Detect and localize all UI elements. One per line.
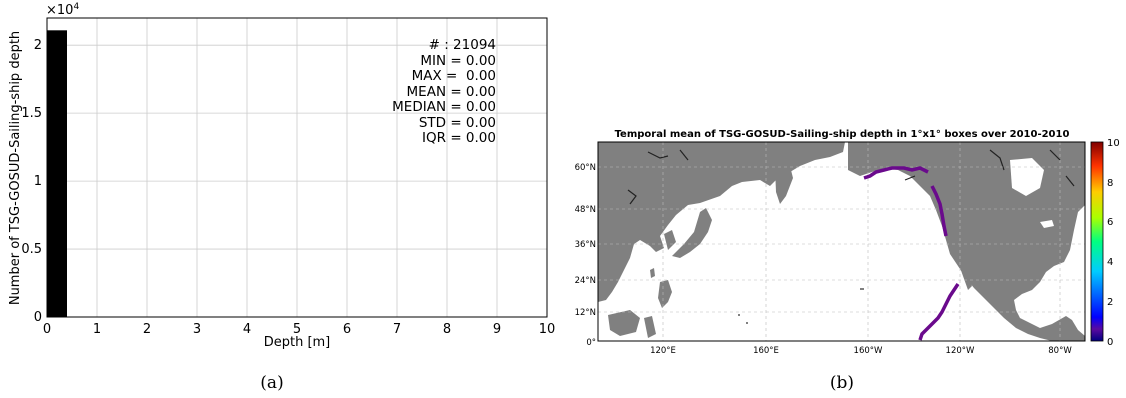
land-philippines xyxy=(650,268,672,308)
y-tick-label: 2 xyxy=(34,38,42,53)
land-baja xyxy=(958,262,972,290)
land-island xyxy=(746,322,748,324)
panel-a-caption: (a) xyxy=(260,373,283,393)
coastline-details xyxy=(627,149,1075,205)
ship-track-segment xyxy=(863,166,929,180)
x-tick-label: 1 xyxy=(93,322,101,337)
stat-median: MEDIAN = 0.00 xyxy=(392,99,496,115)
land-korea xyxy=(664,230,676,250)
histogram-bars xyxy=(47,30,67,318)
y-tick-label: 1.5 xyxy=(21,106,42,121)
ship-track-segment xyxy=(918,283,960,341)
land-indonesia xyxy=(608,310,656,338)
map-frame xyxy=(597,141,1086,342)
x-tick-label: 2 xyxy=(143,322,151,337)
map-y-tick: 24°N xyxy=(575,276,596,286)
x-tick-label: 4 xyxy=(243,322,251,337)
ship-track-segment xyxy=(930,185,948,237)
map-y-tick: 12°N xyxy=(575,308,596,318)
map-y-tick: 0° xyxy=(586,338,596,348)
y-tick-label: 0 xyxy=(34,310,42,325)
stat-count: # : 21094 xyxy=(429,37,496,53)
x-tick-label: 3 xyxy=(193,322,201,337)
map-x-ticks: 120°E 160°E 160°W 120°W 80°W xyxy=(650,346,1072,356)
land-asia xyxy=(598,142,845,302)
map-y-ticks: 60°N 48°N 36°N 24°N 12°N 0° xyxy=(575,163,596,348)
map-x-tick: 160°W xyxy=(854,346,883,356)
colorbar-tick: 0 xyxy=(1107,337,1113,348)
ship-track xyxy=(863,166,960,341)
map-x-tick: 160°E xyxy=(753,346,779,356)
stats-box: # : 21094 MIN = 0.00 MAX = 0.00 MEAN = 0… xyxy=(392,37,496,146)
colorbar-tick: 4 xyxy=(1107,257,1113,268)
histogram-x-ticks: 0 1 2 3 4 5 6 7 8 9 10 xyxy=(43,322,555,337)
map-y-tick: 60°N xyxy=(575,163,596,173)
land-island-2 xyxy=(738,314,740,316)
y-tick-label: 0.5 xyxy=(21,242,42,257)
y-tick-label: 1 xyxy=(34,174,42,189)
map-x-tick: 80°W xyxy=(1048,346,1072,356)
x-tick-label: 0 xyxy=(43,322,51,337)
x-tick-label: 9 xyxy=(493,322,501,337)
histogram-x-label: Depth [m] xyxy=(264,335,331,350)
colorbar-tick: 10 xyxy=(1107,138,1120,149)
x-tick-label: 8 xyxy=(443,322,451,337)
x-tick-label: 6 xyxy=(343,322,351,337)
histogram-frame xyxy=(46,17,548,318)
histogram-panel: 0 1 2 3 4 5 6 7 8 9 10 0 0.5 1 1.5 2 ×104 Depth [m] Nu… xyxy=(8,2,555,393)
map-title: Temporal mean of TSG-GOSUD-Sailing-ship … xyxy=(615,129,1070,140)
panel-b-caption: (b) xyxy=(830,373,854,393)
colorbar-ticks: 0 2 4 6 8 10 xyxy=(1107,138,1120,348)
map-panel: Temporal mean of TSG-GOSUD-Sailing-ship … xyxy=(575,129,1120,393)
map-x-tick: 120°E xyxy=(650,346,676,356)
colorbar xyxy=(1090,141,1104,342)
map-y-tick: 36°N xyxy=(575,240,596,250)
colorbar-tick: 8 xyxy=(1107,178,1113,189)
map-x-tick: 120°W xyxy=(946,346,975,356)
stat-iqr: IQR = 0.00 xyxy=(422,130,496,146)
histogram-bar xyxy=(47,30,67,318)
water-great-lakes xyxy=(1040,220,1054,228)
land-japan xyxy=(672,208,712,258)
colorbar-tick: 2 xyxy=(1107,297,1113,308)
x-tick-label: 10 xyxy=(539,322,556,337)
stat-max: MAX = 0.00 xyxy=(412,68,496,84)
y-multiplier: ×104 xyxy=(46,2,79,18)
land-hawaii xyxy=(860,288,864,290)
stat-mean: MEAN = 0.00 xyxy=(407,84,496,100)
land-kamchatka xyxy=(775,166,793,204)
map-y-tick: 48°N xyxy=(575,205,596,215)
stat-std: STD = 0.00 xyxy=(419,115,496,131)
x-tick-label: 5 xyxy=(293,322,301,337)
x-tick-label: 7 xyxy=(393,322,401,337)
colorbar-tick: 6 xyxy=(1107,217,1113,228)
stat-min: MIN = 0.00 xyxy=(420,53,496,69)
histogram-y-ticks: 0 0.5 1 1.5 2 xyxy=(21,38,42,325)
water-hudson-bay xyxy=(1010,158,1044,196)
histogram-y-label: Number of TSG-GOSUD-Sailing-ship depth xyxy=(8,31,23,305)
